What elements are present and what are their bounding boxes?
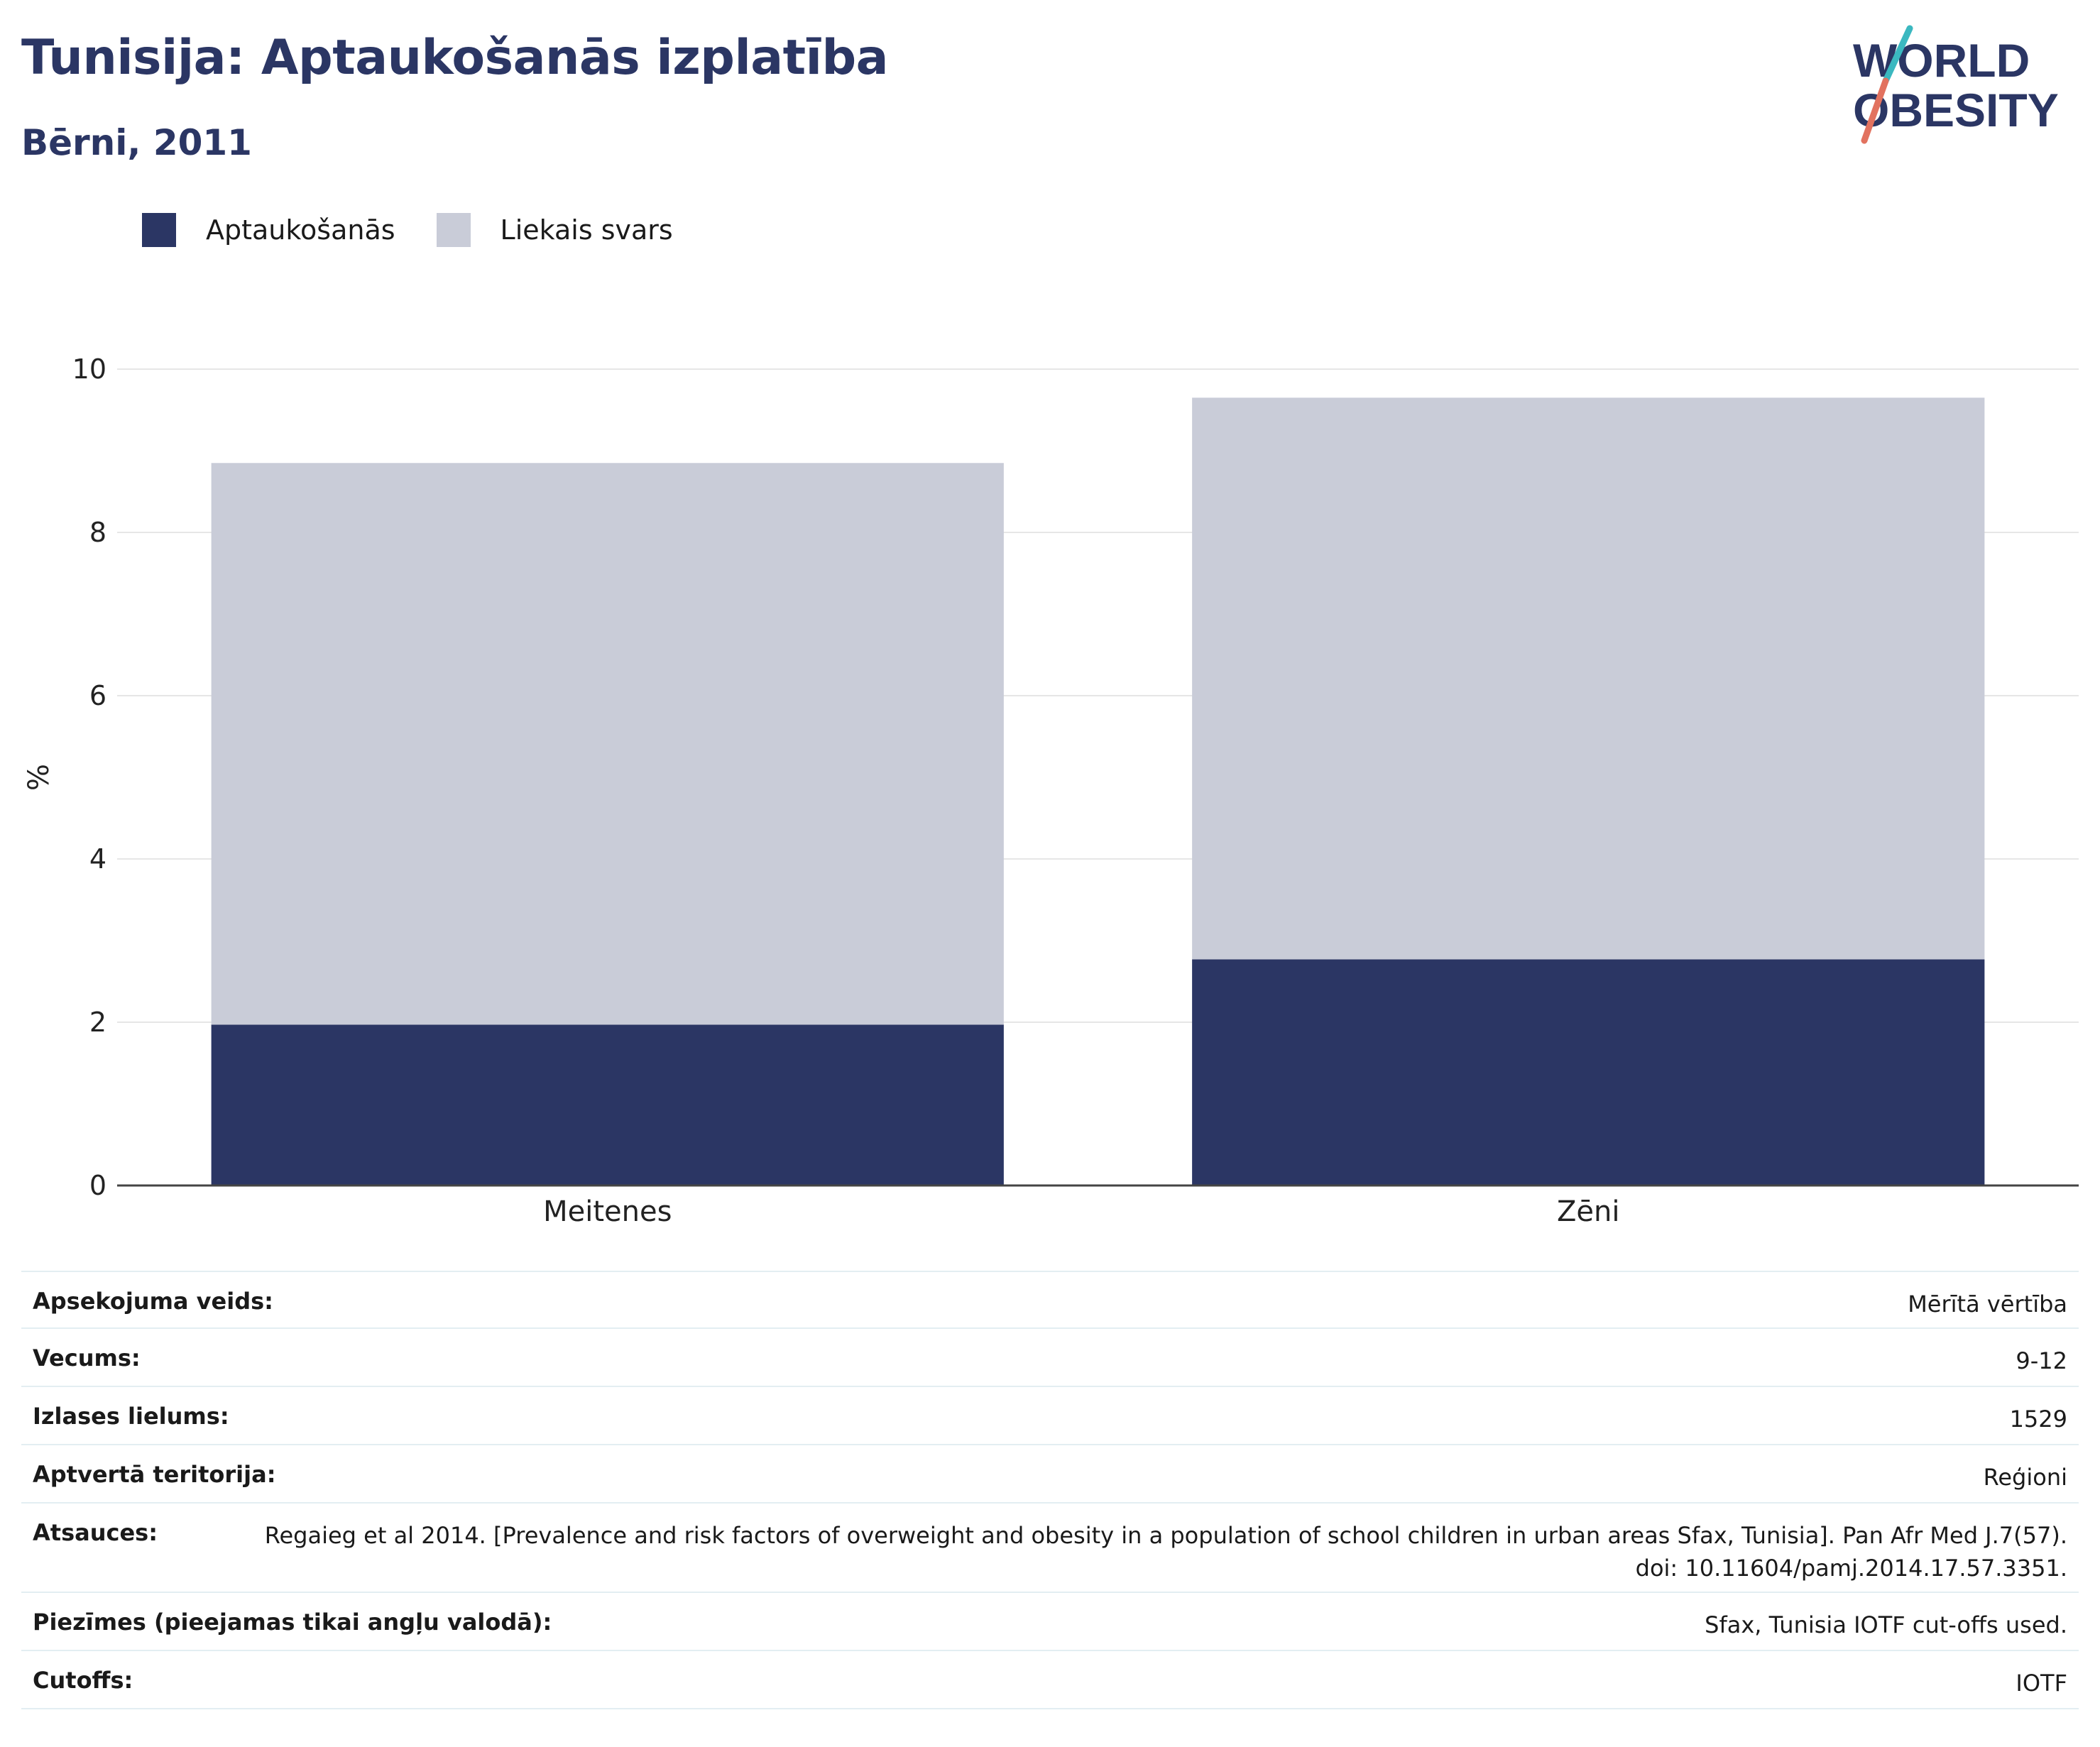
bar-overweight-0: [211, 463, 1004, 1025]
chart-legend: Aptaukošanās Liekais svars: [142, 210, 714, 250]
metadata-value: 9-12: [2016, 1347, 2067, 1374]
legend-item-overweight: Liekais svars: [436, 213, 673, 247]
legend-label-overweight: Liekais svars: [500, 214, 673, 246]
metadata-row: Piezīmes (pieejamas tikai angļu valodā):…: [21, 1593, 2079, 1651]
y-tick-label: 8: [89, 517, 106, 548]
bar-obesity-1: [1192, 959, 1985, 1185]
bar-overweight-1: [1192, 398, 1985, 960]
chart-subtitle: Bērni, 2011: [21, 122, 252, 163]
metadata-row: Vecums: 9-12: [21, 1329, 2079, 1387]
y-axis-label: %: [23, 764, 55, 791]
metadata-row: Aptvertā teritorija: Reģioni: [21, 1445, 2079, 1504]
legend-label-obesity: Aptaukošanās: [206, 214, 395, 246]
metadata-value: Reģioni: [1983, 1464, 2067, 1491]
metadata-row: Atsauces: Regaieg et al 2014. [Prevalence…: [21, 1504, 2079, 1593]
metadata-label: Aptvertā teritorija:: [33, 1461, 276, 1488]
bar-obesity-0: [211, 1024, 1004, 1185]
bar-chart: 0 2 4 6 8 10% Meitenes Zēni: [23, 354, 2079, 1228]
y-tick-label: 2: [89, 1007, 106, 1038]
y-tick-label: 10: [72, 354, 106, 385]
chart-title: Tunisija: Aptaukošanās izplatība: [21, 30, 889, 86]
metadata-label: Izlases lielums:: [33, 1403, 229, 1430]
metadata-row: Apsekojuma veids: Mērītā vērtība: [21, 1271, 2079, 1329]
metadata-value: IOTF: [2016, 1670, 2067, 1697]
metadata-value: Sfax, Tunisia IOTF cut-offs used.: [1705, 1611, 2067, 1638]
legend-swatch-overweight: [436, 213, 471, 247]
metadata-label: Apsekojuma veids:: [33, 1288, 273, 1315]
metadata-value: Regaieg et al 2014. [Prevalence and risk…: [264, 1522, 2067, 1582]
metadata-label: Piezīmes (pieejamas tikai angļu valodā):: [33, 1609, 552, 1636]
x-tick-label: Zēni: [1557, 1195, 1619, 1228]
y-tick-label: 6: [89, 680, 106, 711]
y-tick-label: 4: [89, 843, 106, 875]
metadata-label: Atsauces:: [33, 1519, 158, 1546]
metadata-value: 1529: [2009, 1406, 2067, 1433]
svg-text:OBESITY: OBESITY: [1853, 84, 2059, 136]
legend-item-obesity: Aptaukošanās: [142, 213, 395, 247]
metadata-label: Cutoffs:: [33, 1667, 133, 1694]
metadata-label: Vecums:: [33, 1345, 141, 1371]
metadata-table: Apsekojuma veids: Mērītā vērtība Vecums: 9-…: [21, 1271, 2079, 1709]
metadata-row: Izlases lielums: 1529: [21, 1387, 2079, 1445]
svg-text:WORLD: WORLD: [1853, 34, 2030, 87]
legend-swatch-obesity: [142, 213, 176, 247]
y-tick-label: 0: [89, 1170, 106, 1201]
metadata-row: Cutoffs: IOTF: [21, 1651, 2079, 1709]
x-tick-label: Meitenes: [543, 1195, 672, 1228]
metadata-value: Mērītā vērtība: [1908, 1291, 2067, 1318]
world-obesity-logo: WORLD OBESITY: [1853, 25, 2059, 144]
